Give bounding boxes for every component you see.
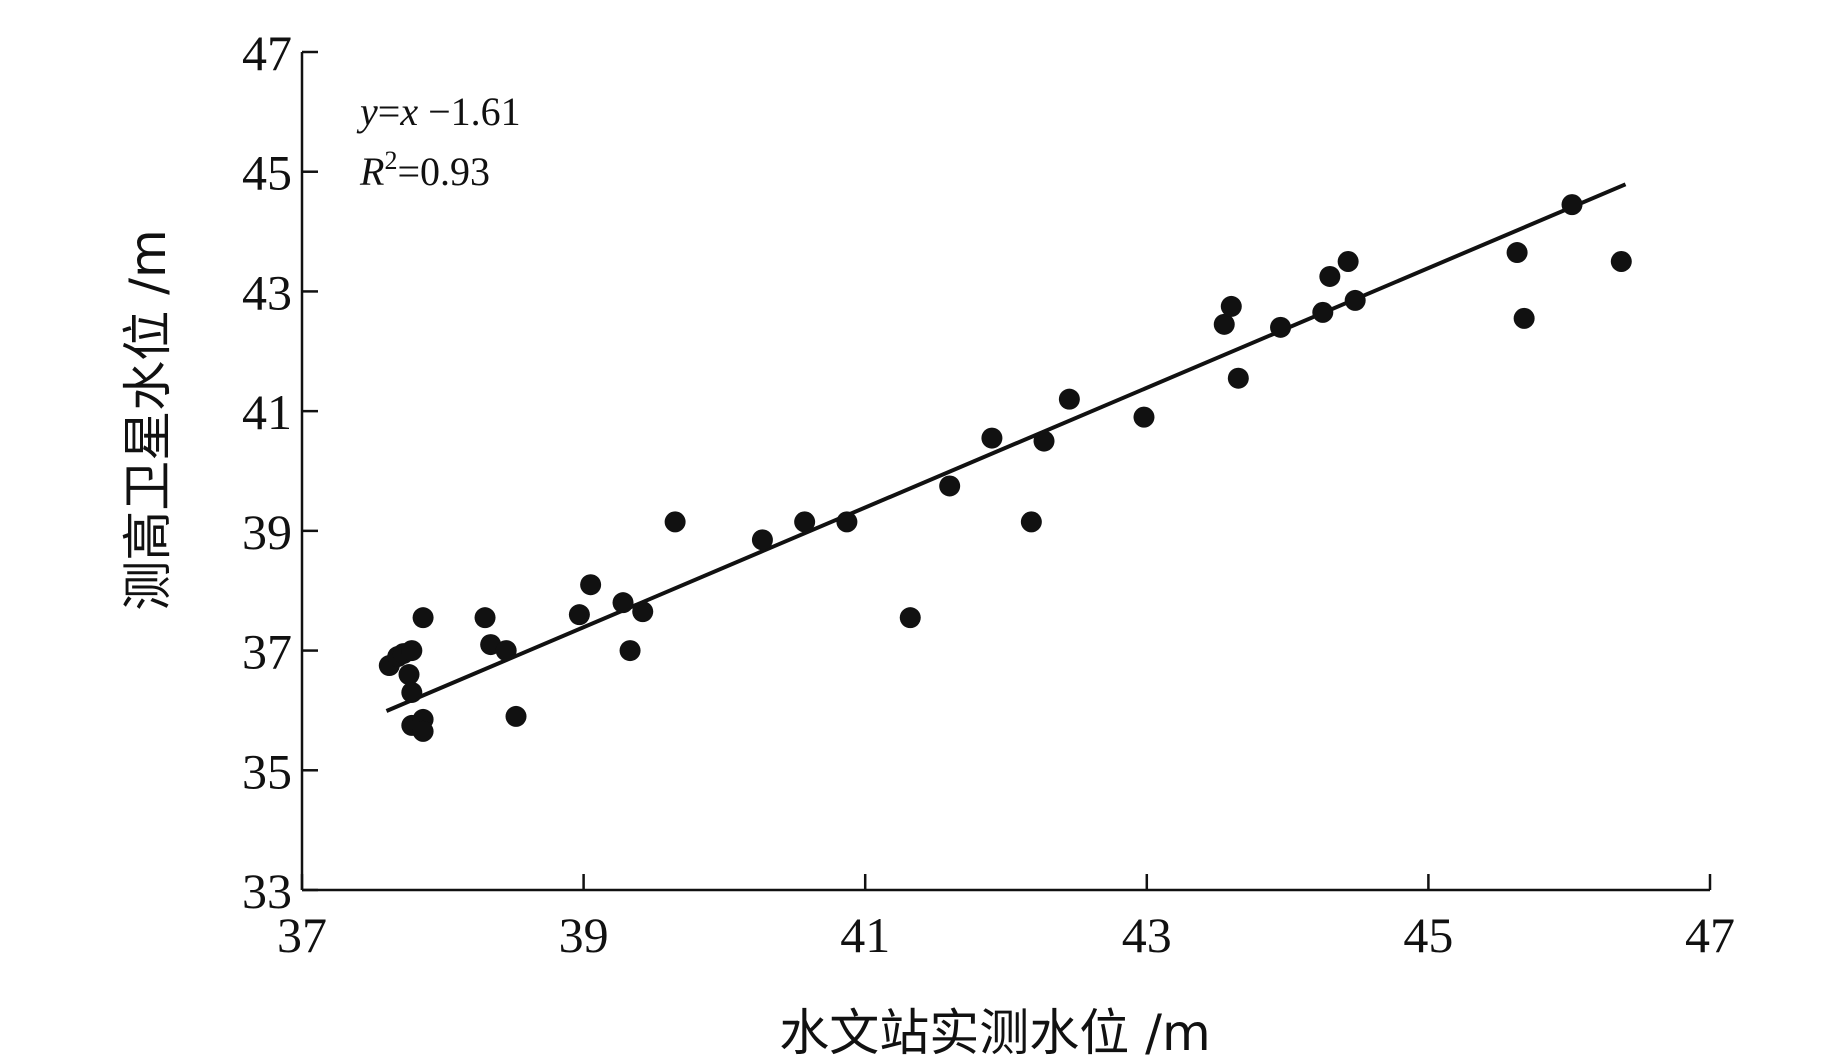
y-tick-label: 35 <box>242 743 292 799</box>
y-tick-label: 45 <box>242 145 292 201</box>
data-point <box>412 720 434 742</box>
data-point <box>939 475 961 497</box>
data-point <box>632 601 654 623</box>
data-point <box>1513 307 1535 329</box>
y-tick-label: 33 <box>242 863 292 919</box>
data-point <box>568 604 590 626</box>
data-point <box>1020 511 1042 533</box>
data-point <box>899 607 921 629</box>
data-point <box>1227 367 1249 389</box>
axes-layer <box>300 50 1712 892</box>
data-point <box>836 511 858 533</box>
y-axis-title: 测高卫星水位 /m <box>119 229 177 610</box>
equation-rest: −1.61 <box>418 89 521 134</box>
r-superscript: 2 <box>384 146 397 175</box>
equation-x: x <box>399 89 418 134</box>
equation-equals: = <box>378 89 401 134</box>
data-point <box>612 592 634 614</box>
data-point <box>1220 295 1242 317</box>
data-point <box>1610 251 1632 272</box>
regression-line <box>385 182 1627 713</box>
y-tick-label: 41 <box>242 384 292 440</box>
data-point <box>1337 251 1359 272</box>
y-tick-label: 39 <box>242 504 292 560</box>
data-point <box>751 529 773 551</box>
data-point <box>794 511 816 533</box>
r-letter: R <box>359 149 384 194</box>
x-tick-label: 45 <box>1403 907 1453 963</box>
data-point <box>401 640 423 662</box>
equation-y: y <box>356 89 378 134</box>
data-point <box>1133 406 1155 428</box>
x-tick-label: 41 <box>840 907 890 963</box>
tick-labels-layer: 33 35 37 39 41 43 45 47 37 39 41 43 45 47 <box>242 25 1735 963</box>
data-point <box>664 511 686 533</box>
y-tick-label: 47 <box>242 25 292 81</box>
data-point <box>398 664 420 686</box>
data-point <box>1270 316 1292 338</box>
x-tick-label: 47 <box>1685 907 1735 963</box>
data-point <box>505 705 527 727</box>
y-tick-label: 37 <box>242 624 292 680</box>
data-point <box>619 640 641 662</box>
data-point <box>1312 301 1334 323</box>
r-value: =0.93 <box>397 149 490 194</box>
data-point <box>1506 242 1528 264</box>
data-point <box>401 681 423 703</box>
data-point <box>1561 194 1583 216</box>
data-point <box>1344 289 1366 311</box>
x-tick-label: 39 <box>559 907 609 963</box>
data-point <box>1319 265 1341 287</box>
equation-label: y=x −1.61 <box>356 89 521 134</box>
data-point <box>412 607 434 629</box>
x-tick-label: 43 <box>1122 907 1172 963</box>
data-point <box>1058 388 1080 410</box>
data-point <box>981 427 1003 449</box>
data-point <box>495 640 517 662</box>
data-point <box>474 607 496 629</box>
x-axis-title: 水文站实测水位 /m <box>779 1004 1210 1062</box>
r-squared-label: R2=0.93 <box>359 146 490 194</box>
data-point <box>1033 430 1055 452</box>
points-layer <box>378 194 1632 742</box>
x-tick-label: 37 <box>277 907 327 963</box>
data-point <box>580 574 602 596</box>
y-tick-label: 43 <box>242 264 292 320</box>
fit-line-layer <box>385 182 1627 713</box>
data-point <box>1213 313 1235 335</box>
